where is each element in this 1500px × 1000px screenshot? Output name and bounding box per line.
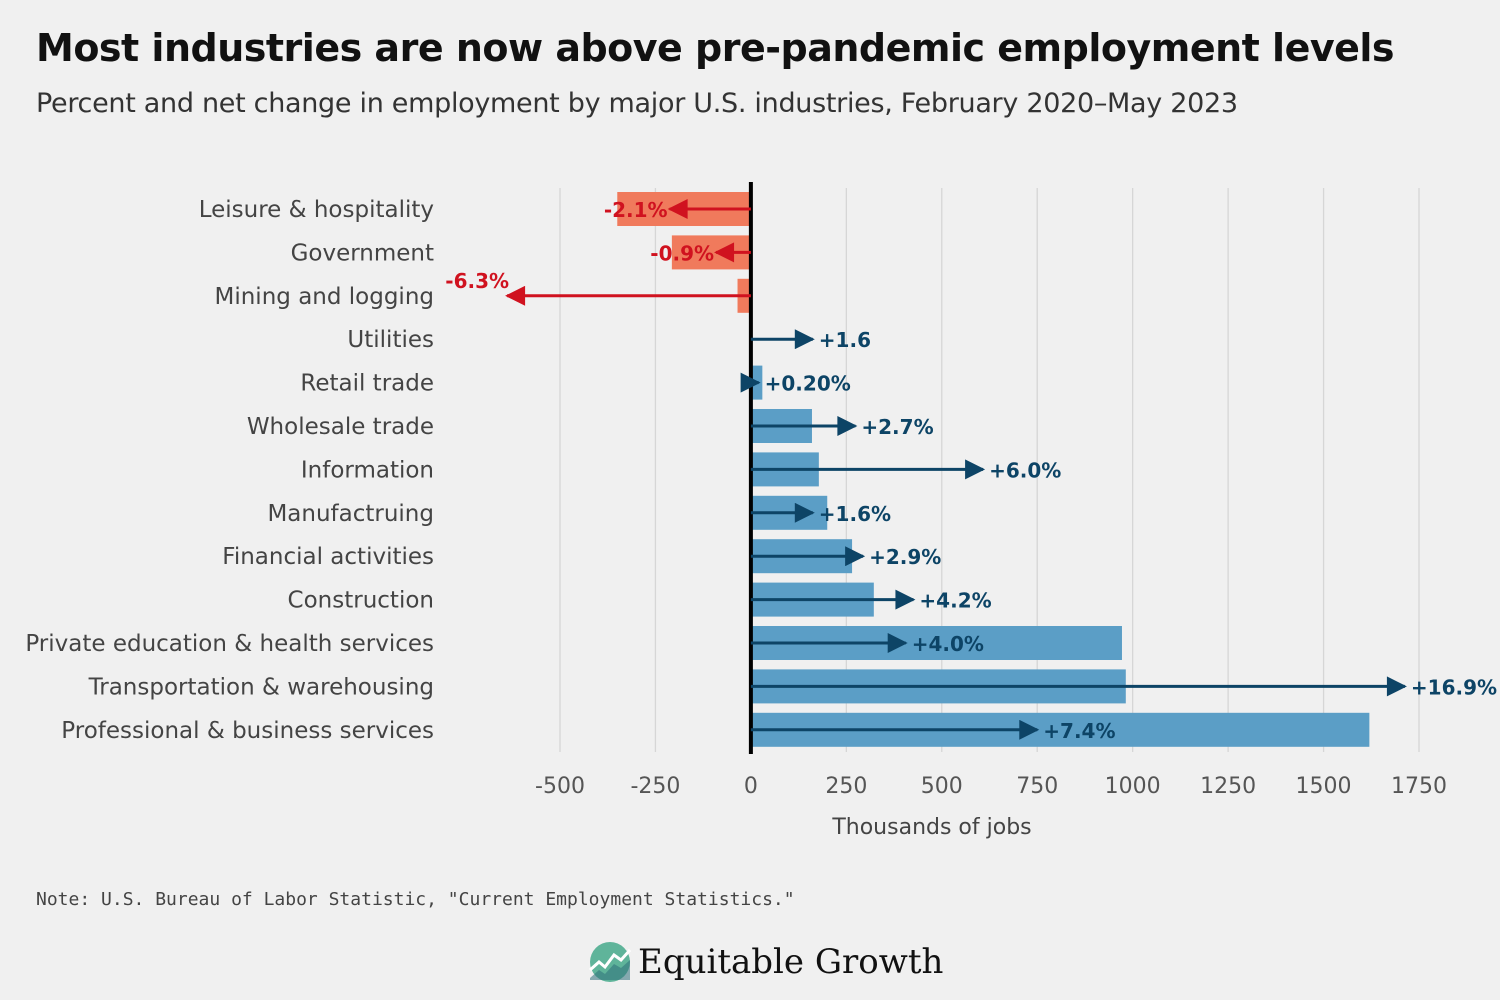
category-label: Financial activities: [222, 544, 434, 570]
x-tick-label: 1750: [1391, 774, 1447, 799]
x-axis-ticks: -500 -250 0 250 500 750 1000 1250 1500 1750: [535, 774, 1447, 799]
percent-change-label: -6.3%: [445, 269, 509, 293]
percent-arrows: -2.1% -0.9% -6.3% +1.6 +0.20% +2.7% +6.0% +1.6%…: [445, 198, 1497, 743]
category-label: Mining and logging: [215, 284, 435, 310]
x-tick-label: -500: [535, 774, 585, 799]
source-note: Note: U.S. Bureau of Labor Statistic, "C…: [36, 889, 795, 910]
x-tick-label: -250: [630, 774, 680, 799]
percent-change-label: +6.0%: [989, 458, 1061, 482]
percent-change-label: +2.9%: [869, 545, 941, 569]
chart-subtitle: Percent and net change in employment by …: [36, 88, 1238, 119]
percent-change-label: +1.6: [819, 328, 871, 352]
category-label: Construction: [288, 588, 434, 614]
percent-change-label: +16.9%: [1411, 675, 1497, 699]
category-label: Government: [291, 240, 434, 266]
x-tick-label: 1250: [1200, 774, 1256, 799]
x-tick-label: 750: [1016, 774, 1058, 799]
percent-change-label: -0.9%: [650, 241, 714, 265]
brand-name: Equitable Growth: [638, 942, 944, 982]
category-label: Leisure & hospitality: [199, 197, 434, 223]
category-label: Transportation & warehousing: [88, 674, 434, 700]
percent-change-label: +7.4%: [1043, 719, 1115, 743]
percent-change-label: +4.0%: [912, 632, 984, 656]
chart-title: Most industries are now above pre-pandem…: [36, 26, 1395, 70]
category-label: Retail trade: [300, 371, 434, 397]
category-label: Manufactruing: [267, 501, 434, 527]
percent-change-label: -2.1%: [604, 198, 668, 222]
percent-change-label: +0.20%: [765, 372, 851, 396]
brand-logo: Equitable Growth: [588, 940, 943, 984]
percent-change-label: +2.7%: [861, 415, 933, 439]
percent-change-label: +4.2%: [919, 589, 991, 613]
x-tick-label: 500: [921, 774, 963, 799]
growth-chart-icon: [589, 942, 632, 982]
x-axis-label: Thousands of jobs: [831, 815, 1031, 840]
category-label: Information: [301, 457, 434, 483]
category-labels: Leisure & hospitality Government Mining an…: [25, 197, 434, 744]
x-tick-label: 0: [744, 774, 758, 799]
employment-bar-chart: -2.1% -0.9% -6.3% +1.6 +0.20% +2.7% +6.0% +1.6%…: [25, 182, 1497, 840]
x-tick-label: 1500: [1296, 774, 1352, 799]
x-tick-label: 1000: [1105, 774, 1161, 799]
category-label: Professional & business services: [61, 718, 434, 744]
category-label: Private education & health services: [25, 631, 434, 657]
percent-change-label: +1.6%: [819, 502, 891, 526]
category-label: Wholesale trade: [247, 414, 434, 440]
category-label: Utilities: [347, 327, 434, 353]
x-tick-label: 250: [825, 774, 867, 799]
